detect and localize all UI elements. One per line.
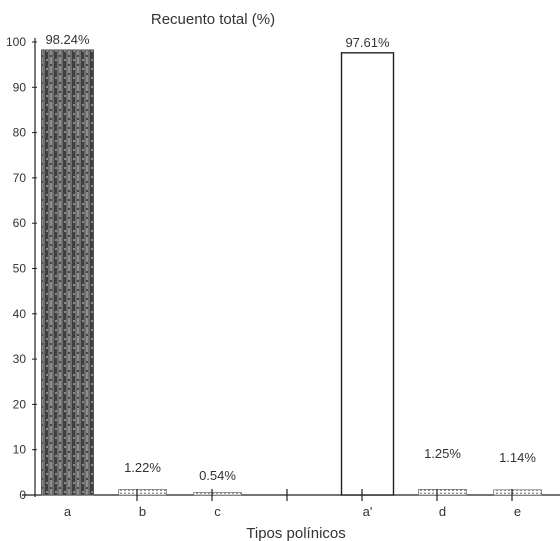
y-tick-label: 10 [13, 443, 27, 457]
bar-a' [340, 52, 395, 496]
x-tick-label: d [439, 504, 446, 519]
x-tick-label: e [514, 504, 521, 519]
bar-e [493, 489, 542, 496]
bars-group [41, 49, 542, 496]
bar-c [193, 492, 242, 496]
x-tick-label: a [64, 504, 72, 519]
value-labels-group: 98.24% 1.22% 0.54% 97.61% 1.25% 1.14% [45, 32, 536, 483]
y-tick-label: 80 [13, 126, 27, 140]
y-tick-label: 40 [13, 307, 27, 321]
y-tick-label: 70 [13, 171, 27, 185]
value-label: 1.22% [124, 460, 161, 475]
y-tick-label: 100 [6, 35, 26, 49]
y-tick-label: 30 [13, 352, 27, 366]
y-tick-label: 60 [13, 216, 27, 230]
value-label: 97.61% [345, 35, 390, 50]
value-label: 1.14% [499, 450, 536, 465]
y-tick-label: 20 [13, 397, 27, 411]
x-axis-title: Tipos polínicos [246, 525, 346, 541]
x-tick-label: c [214, 504, 221, 519]
value-label: 1.25% [424, 446, 461, 461]
y-tick-label: 90 [13, 80, 27, 94]
x-axis-labels: a b c a' d e [64, 504, 521, 519]
bar-d [418, 489, 467, 496]
bar-a [41, 49, 94, 496]
y-tick-label: 50 [13, 262, 27, 276]
x-axis-ticks [136, 489, 513, 501]
chart-title: Recuento total (%) [151, 11, 275, 28]
x-tick-label: a' [363, 504, 373, 519]
x-tick-label: b [139, 504, 146, 519]
value-label: 0.54% [199, 468, 236, 483]
value-label: 98.24% [45, 32, 90, 47]
bar-b [118, 489, 167, 496]
